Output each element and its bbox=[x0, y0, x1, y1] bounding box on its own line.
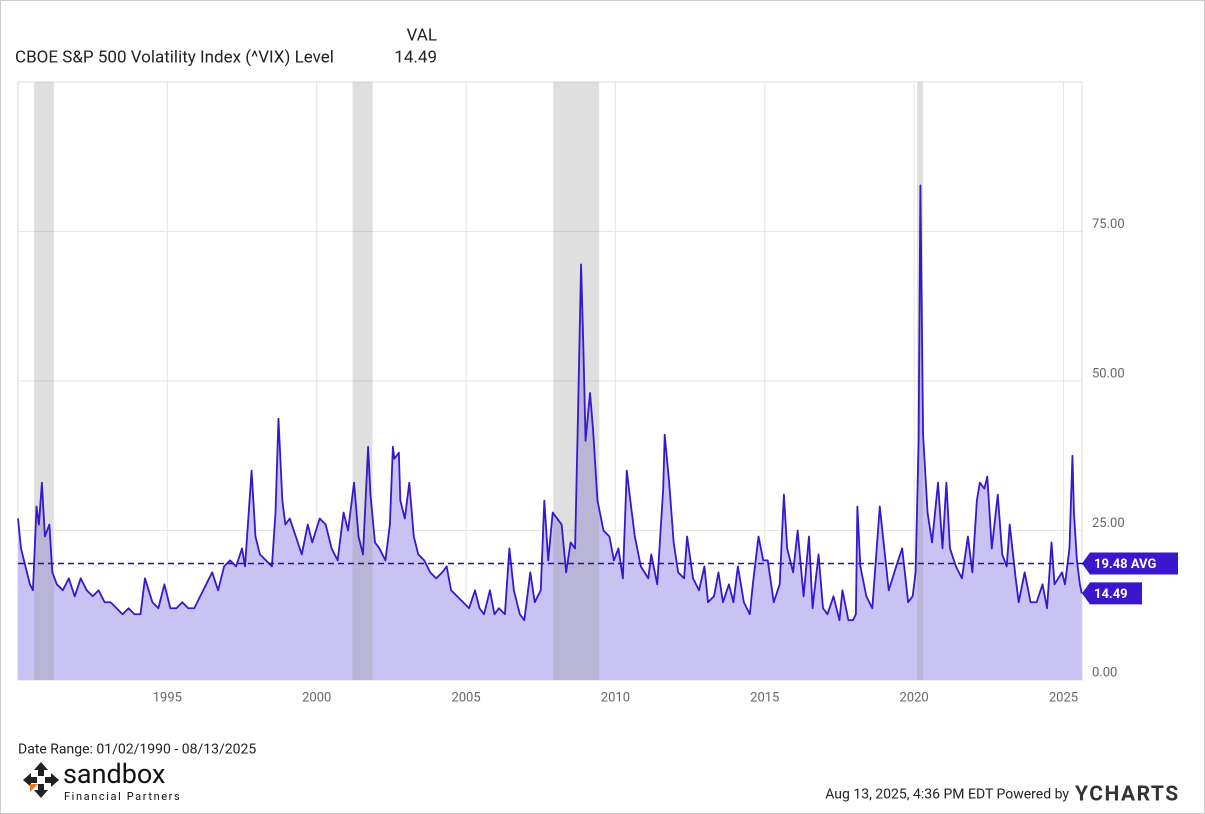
x-tick-label: 2005 bbox=[451, 690, 480, 705]
recession-band bbox=[352, 82, 373, 680]
y-tick-label: 50.00 bbox=[1092, 366, 1125, 381]
recession-band bbox=[34, 82, 54, 680]
legend-name: CBOE S&P 500 Volatility Index (^VIX) Lev… bbox=[15, 47, 334, 67]
line bbox=[17, 184, 1083, 622]
brand-sub: Financial Partners bbox=[64, 790, 181, 803]
logo-icon bbox=[23, 762, 59, 798]
x-tick-label: 2015 bbox=[750, 690, 779, 705]
area bbox=[18, 185, 1082, 680]
recession-band bbox=[553, 82, 600, 680]
legend-header: VAL bbox=[407, 25, 437, 45]
x-tick-label: 2000 bbox=[302, 690, 331, 705]
brand: sandbox bbox=[63, 758, 165, 790]
x-tick-label: 2025 bbox=[1049, 690, 1078, 705]
average-label: 19.48 AVG bbox=[1094, 557, 1156, 572]
provider: YCHARTS bbox=[1075, 783, 1180, 807]
legend-value: 14.49 bbox=[394, 47, 437, 67]
recession-band bbox=[917, 82, 924, 680]
average-tag bbox=[1082, 552, 1178, 575]
x-tick-label: 1995 bbox=[153, 690, 182, 705]
last-value-label: 14.49 bbox=[1094, 587, 1128, 602]
plot: 1995 2000 2005 2010 2015 2020 2025 0.00 25.00 50.… bbox=[17, 81, 1178, 705]
last-value-tag bbox=[1082, 582, 1142, 605]
y-tick-label: 75.00 bbox=[1092, 217, 1125, 232]
y-tick-label: 25.00 bbox=[1092, 516, 1125, 531]
y-tick-label: 0.00 bbox=[1092, 665, 1117, 680]
date-range: Date Range: 01/02/1990 - 08/13/2025 bbox=[18, 742, 256, 758]
x-tick-label: 2010 bbox=[601, 690, 630, 705]
x-tick-label: 2020 bbox=[900, 690, 929, 705]
timestamp: Aug 13, 2025, 4:36 PM EDT Powered by bbox=[825, 787, 1069, 803]
